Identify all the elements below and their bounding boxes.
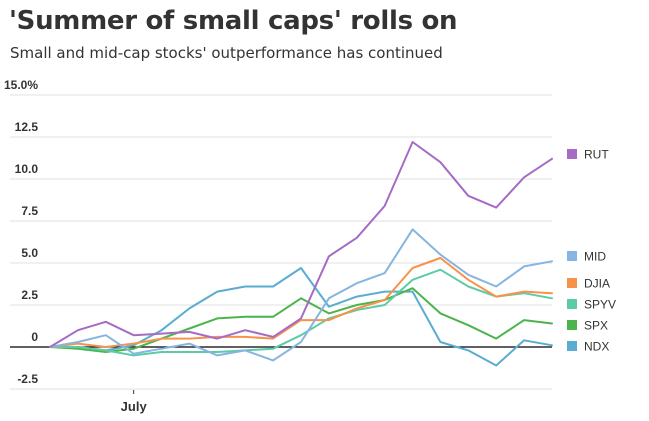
legend-label: NDX: [584, 340, 609, 354]
legend-label: SPX: [584, 319, 608, 333]
series-line-mid: [49, 228, 553, 362]
y-axis-ticks: 15.0% 12.5 10.0 7.5 5.0 2.5 0 -2.5: [4, 78, 38, 386]
legend-swatch: [567, 278, 577, 288]
y-tick-label: 5.0: [21, 246, 38, 260]
y-tick-label: 0: [31, 330, 38, 344]
x-tick-label: July: [121, 399, 148, 414]
y-tick-label: 10.0: [15, 162, 39, 176]
series-line-spx: [49, 287, 553, 353]
legend-item-rut: RUT: [567, 148, 609, 162]
legend-swatch: [567, 320, 577, 330]
legend-item-spyv: SPYV: [567, 298, 616, 312]
legend-label: SPYV: [584, 298, 616, 312]
legend-item-mid: MID: [567, 250, 606, 264]
legend-swatch: [567, 299, 577, 309]
series-layer: [49, 141, 553, 367]
grid-layer: [10, 94, 552, 390]
legend: RUT MID DJIA SPYV SPX NDX: [567, 148, 616, 354]
y-tick-label: -2.5: [17, 372, 38, 386]
legend-item-djia: DJIA: [567, 277, 610, 291]
x-axis-ticks: July: [121, 390, 148, 414]
legend-item-spx: SPX: [567, 319, 608, 333]
y-tick-label: 12.5: [15, 120, 39, 134]
series-line-rut: [49, 141, 553, 348]
series-line-spyv: [49, 268, 553, 357]
legend-label: MID: [584, 250, 606, 264]
legend-swatch: [567, 149, 577, 159]
legend-item-ndx: NDX: [567, 340, 609, 354]
y-tick-label: 15.0%: [4, 78, 38, 92]
series-line-ndx: [49, 267, 553, 367]
y-tick-label: 7.5: [21, 204, 38, 218]
legend-label: RUT: [584, 148, 609, 162]
chart-subtitle: Small and mid-cap stocks' outperformance…: [10, 44, 443, 62]
legend-label: DJIA: [584, 277, 610, 291]
chart-title: 'Summer of small caps' rolls on: [9, 6, 458, 36]
series-line-djia: [49, 257, 553, 348]
legend-swatch: [567, 251, 577, 261]
legend-swatch: [567, 341, 577, 351]
y-tick-label: 2.5: [21, 288, 38, 302]
